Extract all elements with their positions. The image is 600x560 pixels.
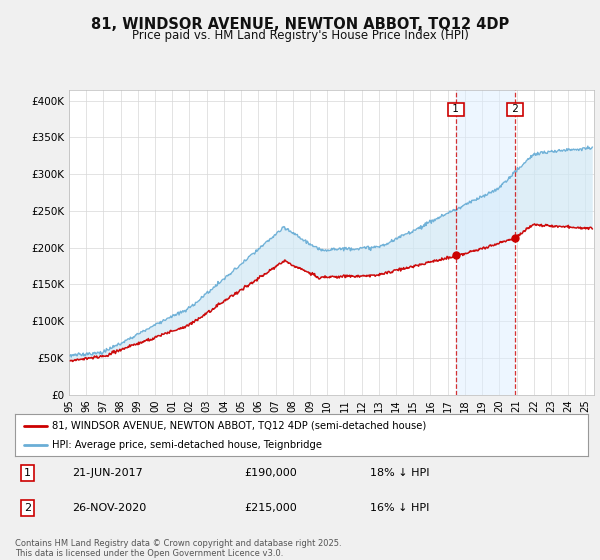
Text: £215,000: £215,000 [244,503,297,513]
Text: 16% ↓ HPI: 16% ↓ HPI [370,503,430,513]
Text: 21-JUN-2017: 21-JUN-2017 [73,468,143,478]
Text: HPI: Average price, semi-detached house, Teignbridge: HPI: Average price, semi-detached house,… [52,440,322,450]
Text: 2: 2 [24,503,31,513]
Text: Price paid vs. HM Land Registry's House Price Index (HPI): Price paid vs. HM Land Registry's House … [131,29,469,42]
Text: 1: 1 [24,468,31,478]
Text: 81, WINDSOR AVENUE, NEWTON ABBOT, TQ12 4DP (semi-detached house): 81, WINDSOR AVENUE, NEWTON ABBOT, TQ12 4… [52,421,427,431]
Text: £190,000: £190,000 [244,468,297,478]
Text: 2: 2 [509,104,522,114]
Text: 26-NOV-2020: 26-NOV-2020 [73,503,146,513]
Text: 1: 1 [449,104,463,114]
Text: Contains HM Land Registry data © Crown copyright and database right 2025.
This d: Contains HM Land Registry data © Crown c… [15,539,341,558]
Text: 81, WINDSOR AVENUE, NEWTON ABBOT, TQ12 4DP: 81, WINDSOR AVENUE, NEWTON ABBOT, TQ12 4… [91,17,509,32]
Text: 18% ↓ HPI: 18% ↓ HPI [370,468,430,478]
Bar [456,90,515,395]
